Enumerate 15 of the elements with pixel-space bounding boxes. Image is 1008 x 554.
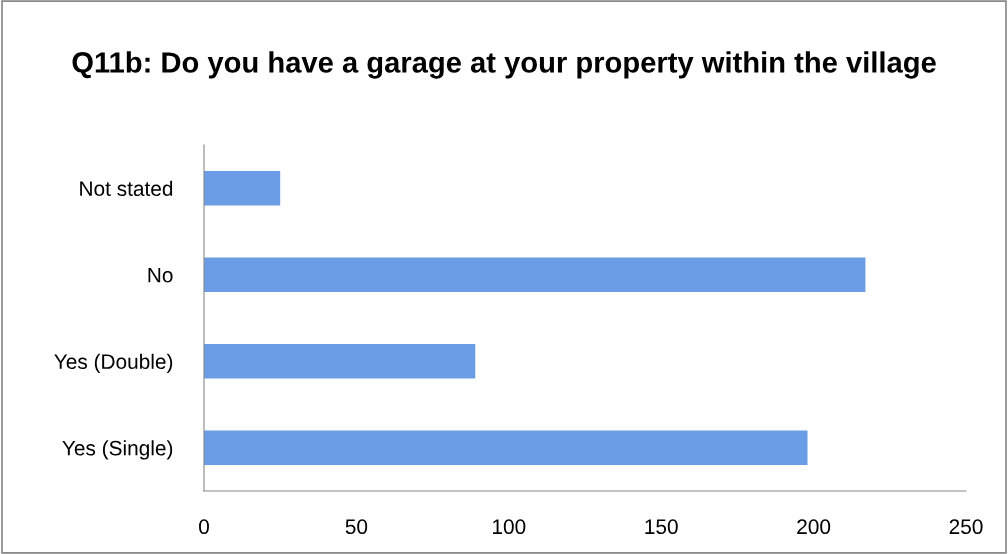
x-tick-label: 250 [949,519,983,535]
bar [204,257,866,293]
x-tick-label: 0 [199,519,209,535]
x-tick-label: 150 [645,519,678,535]
y-tick-label: Yes (Single) [62,440,173,460]
x-tick-label: 100 [493,519,526,535]
x-tick-label: 50 [345,519,368,535]
y-tick-label: Yes (Double) [54,353,173,374]
bar [204,170,281,206]
x-tick-label: 200 [797,519,831,535]
chart-title: Q11b: Do you have a garage at your property within the village [72,51,936,79]
bar [204,343,476,379]
y-tick-label: No [148,267,173,283]
y-tick-label: Not stated [80,180,173,196]
bar [204,430,808,466]
